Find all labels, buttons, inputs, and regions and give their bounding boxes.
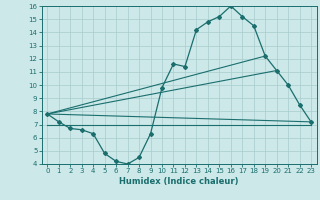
X-axis label: Humidex (Indice chaleur): Humidex (Indice chaleur) xyxy=(119,177,239,186)
